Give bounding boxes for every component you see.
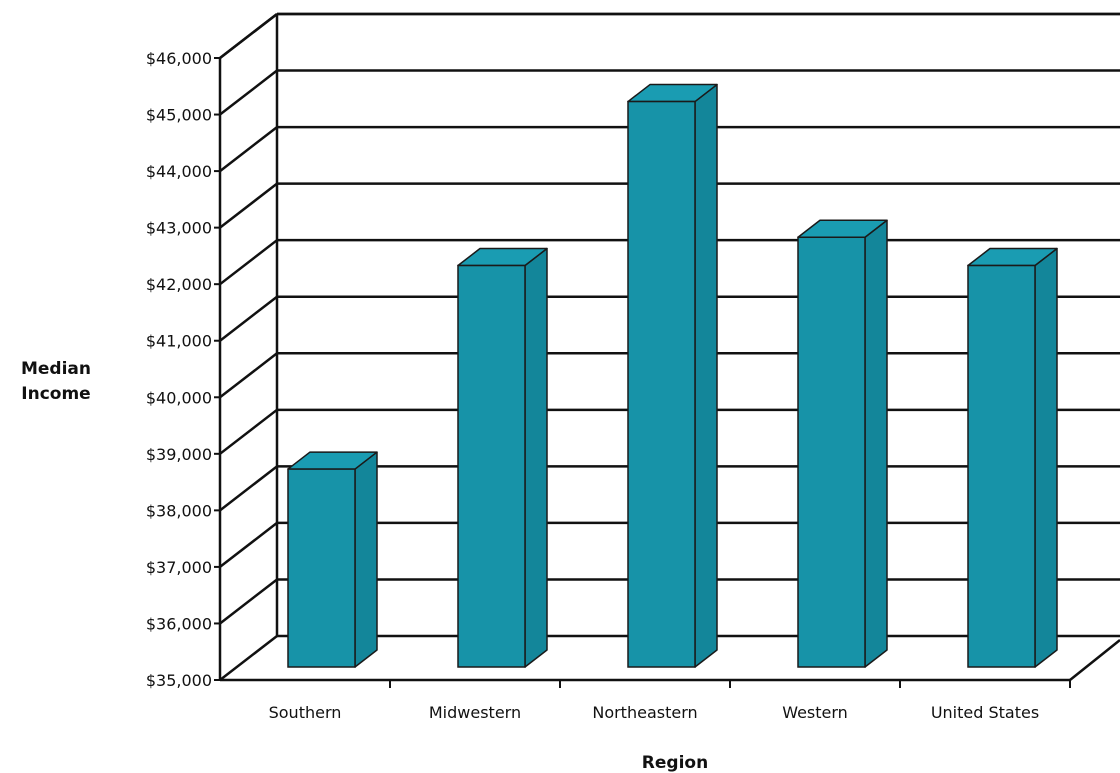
bar-side (524, 247, 548, 668)
bar-side (1034, 247, 1058, 668)
side-wall-line (219, 69, 278, 116)
y-tick-label: $40,000 (146, 388, 212, 407)
side-wall-line (219, 239, 278, 286)
bar (287, 451, 378, 668)
side-wall-line (219, 465, 278, 512)
bar-front (967, 264, 1036, 668)
y-tick-label: $37,000 (146, 558, 212, 577)
x-tick-label: Southern (269, 703, 342, 722)
bar (627, 83, 718, 668)
bar-side (354, 451, 378, 668)
side-wall-line (219, 182, 278, 229)
x-tick-label: United States (931, 703, 1039, 722)
y-tick-label: $44,000 (146, 162, 212, 181)
side-wall-line (219, 578, 278, 625)
bar-front (457, 264, 526, 668)
x-tick-label: Northeastern (592, 703, 697, 722)
side-wall-top-edge (219, 13, 278, 59)
bar-front (627, 100, 696, 668)
x-tick-label: Midwestern (429, 703, 521, 722)
y-tick-label: $35,000 (146, 671, 212, 690)
side-wall-line (219, 295, 278, 342)
side-wall-line (219, 126, 278, 173)
side-wall-line (219, 635, 278, 681)
y-tick-label: $43,000 (146, 219, 212, 238)
y-axis-title-line-1: Median (21, 359, 91, 379)
floor-right-edge (1069, 639, 1120, 681)
y-tick-label: $45,000 (146, 106, 212, 125)
bar-side (694, 83, 718, 668)
side-wall-line (219, 352, 278, 399)
x-tick-label: Western (782, 703, 848, 722)
y-tick-label: $36,000 (146, 614, 212, 633)
y-tick-label: $39,000 (146, 445, 212, 464)
bar-side (864, 219, 888, 668)
y-tick-label: $46,000 (146, 49, 212, 68)
bar (797, 219, 888, 668)
bars (287, 83, 1058, 668)
x-tick-labels: Southern Midwestern Northeastern Western Uni… (269, 703, 1040, 722)
y-tick-labels: $35,000 $36,000 $37,000 $38,000 $39,000 $40,0… (146, 49, 212, 690)
bar (457, 247, 548, 668)
x-axis-title: Region (642, 753, 708, 773)
bar-front (287, 468, 356, 668)
y-tick-label: $41,000 (146, 332, 212, 351)
bar-front (797, 236, 866, 668)
axes (214, 12, 1120, 688)
y-tick-label: $38,000 (146, 501, 212, 520)
y-axis-title-line-2: Income (21, 384, 90, 404)
bar (967, 247, 1058, 668)
side-wall-line (219, 408, 278, 455)
y-tick-label: $42,000 (146, 275, 212, 294)
side-wall-line (219, 521, 278, 568)
